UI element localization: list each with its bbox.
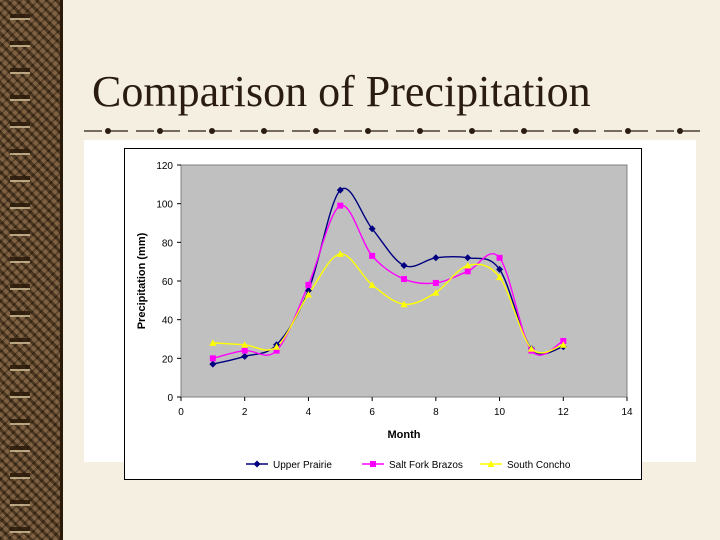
binding-edge: [60, 0, 63, 540]
data-point: [496, 273, 504, 281]
data-point: [337, 202, 344, 209]
x-tick-label: 4: [306, 407, 312, 418]
data-point: [336, 250, 344, 257]
y-tick-label: 100: [156, 200, 173, 211]
data-point: [432, 279, 439, 286]
divider-dot: [365, 128, 371, 134]
data-point: [368, 225, 376, 233]
data-point: [464, 268, 471, 275]
divider-dot: [261, 128, 267, 134]
data-point: [527, 345, 535, 352]
divider-dot: [313, 128, 319, 134]
data-point: [559, 341, 567, 348]
divider-dot: [469, 128, 475, 134]
data-point: [273, 347, 280, 354]
data-point: [400, 262, 408, 270]
legend-marker: [370, 461, 376, 467]
y-axis-title: Precipitation (mm): [136, 232, 148, 329]
x-tick-label: 10: [494, 407, 506, 418]
notebook-binding: [0, 0, 60, 540]
legend-label: Salt Fork Brazos: [389, 460, 463, 471]
divider-dot: [157, 128, 163, 134]
divider-dot: [625, 128, 631, 134]
data-point: [209, 360, 217, 368]
data-point: [401, 276, 407, 283]
data-point: [336, 186, 344, 194]
divider-dot: [521, 128, 527, 134]
x-tick-label: 6: [369, 407, 375, 418]
data-point: [432, 289, 440, 296]
data-point: [273, 343, 281, 350]
divider-dot: [417, 128, 423, 134]
divider-dot: [105, 128, 111, 134]
data-point: [496, 265, 504, 273]
chart-legend: Upper Prairie Salt Fork Brazos South Conch…: [246, 460, 571, 471]
y-tick-label: 0: [167, 393, 173, 404]
precipitation-chart: 0 20 40 60 80 100 120 0 2 4 6 8 10 12 14 Month Precip…: [136, 161, 633, 471]
data-point: [241, 352, 249, 360]
legend-label: Upper Prairie: [273, 460, 332, 471]
data-point: [368, 281, 376, 288]
data-point: [241, 341, 249, 348]
legend-marker: [487, 460, 495, 467]
legend-label: South Concho: [507, 460, 571, 471]
x-tick-label: 12: [558, 407, 570, 418]
divider-dot: [573, 128, 579, 134]
y-tick-label: 120: [156, 161, 173, 172]
x-tick-label: 2: [242, 407, 248, 418]
binding-rings: [10, 0, 30, 540]
x-tick-label: 0: [178, 407, 184, 418]
title-divider: [84, 128, 704, 134]
data-point: [209, 339, 217, 346]
data-point: [464, 262, 472, 269]
data-point: [304, 287, 312, 295]
x-tick-label: 14: [621, 407, 633, 418]
y-tick-label: 60: [162, 277, 174, 288]
data-point: [305, 281, 312, 288]
y-tick-label: 20: [162, 354, 174, 365]
data-point: [496, 254, 503, 261]
divider-dot: [209, 128, 215, 134]
x-axis-title: Month: [388, 429, 421, 441]
divider-dot: [677, 128, 683, 134]
y-tick-label: 40: [162, 316, 174, 327]
data-point: [209, 355, 216, 362]
data-point: [304, 291, 312, 298]
data-point: [369, 252, 376, 259]
legend-marker: [253, 460, 261, 468]
x-tick-label: 8: [433, 407, 439, 418]
slide-title: Comparison of Precipitation: [92, 67, 591, 116]
data-point: [400, 300, 408, 308]
data-point: [241, 347, 248, 354]
y-tick-label: 80: [162, 238, 174, 249]
data-point: [560, 337, 567, 344]
